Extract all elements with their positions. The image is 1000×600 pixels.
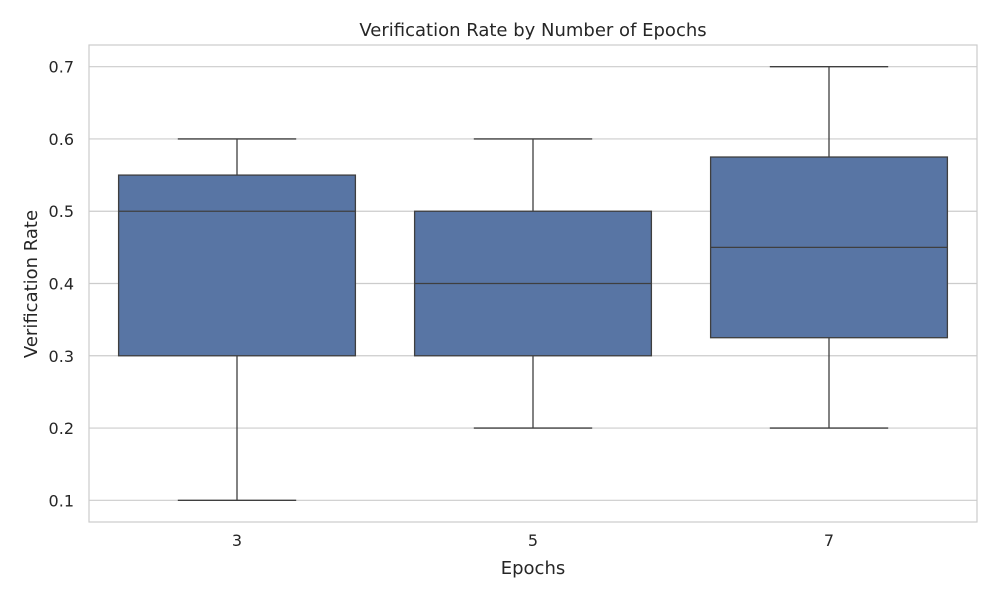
y-tick-label: 0.7 [49,58,74,77]
y-tick-label: 0.4 [49,275,74,294]
boxes-layer [117,66,949,501]
plot-frame [88,44,978,523]
y-tick-label: 0.2 [49,419,74,438]
y-axis-label: Verification Rate [21,210,42,358]
y-tick-label: 0.1 [49,491,74,510]
x-axis-label: Epochs [501,558,566,579]
x-tick-label: 5 [528,531,538,550]
iqr-box [117,174,357,357]
tick-labels: 0.1 0.2 0.3 0.4 0.5 0.6 0.7 3 5 7 [49,58,835,550]
y-tick-label: 0.3 [49,347,74,366]
box-group-3 [117,138,357,501]
box-group-5 [413,138,653,429]
box-group-7 [709,66,949,429]
x-tick-label: 3 [232,531,242,550]
y-tick-label: 0.6 [49,130,74,149]
chart-title: Verification Rate by Number of Epochs [359,20,706,41]
x-tick-label: 7 [824,531,834,550]
y-tick-label: 0.5 [49,202,74,221]
